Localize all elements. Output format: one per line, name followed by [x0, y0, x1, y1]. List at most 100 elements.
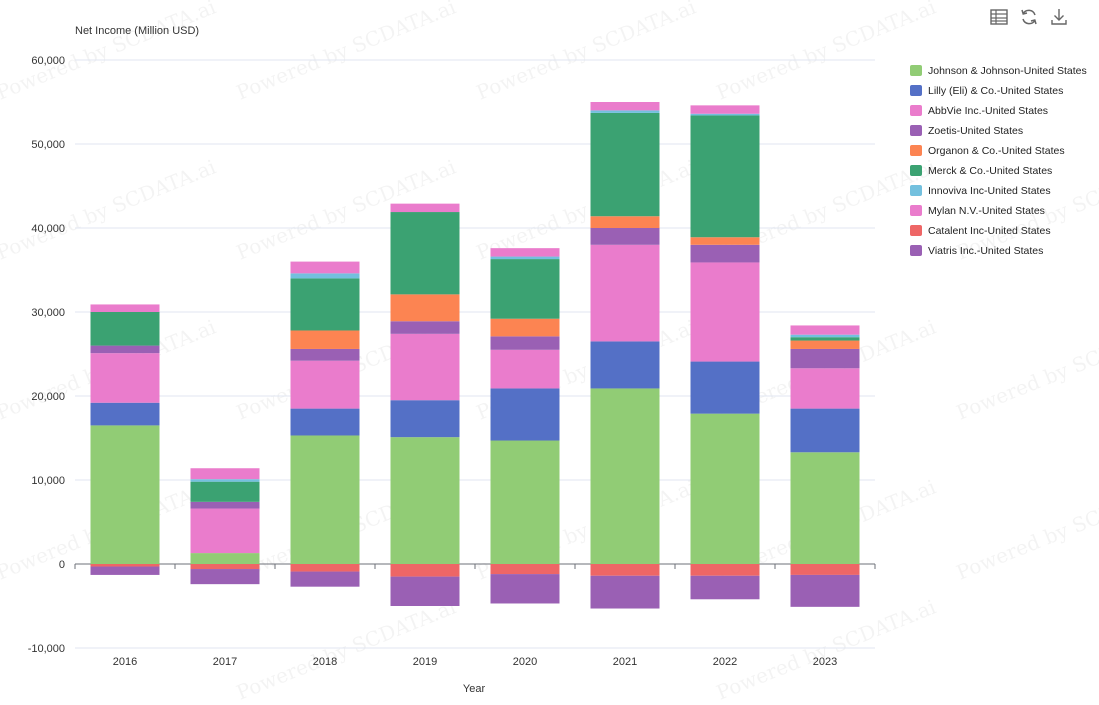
bar-segment[interactable] [590, 228, 660, 245]
bar-segment[interactable] [590, 341, 660, 389]
bar-segment[interactable] [390, 203, 460, 213]
bar-segment[interactable] [690, 361, 760, 414]
bar-segment[interactable] [290, 330, 360, 349]
bar-segment[interactable] [190, 481, 260, 502]
bar-segment[interactable] [590, 110, 660, 113]
x-tick-label: 2023 [813, 656, 837, 668]
bar-segment[interactable] [390, 321, 460, 334]
bar-segment[interactable] [590, 564, 660, 576]
legend-item[interactable]: Merck & Co.-United States [910, 165, 1052, 177]
bar-segment[interactable] [490, 259, 560, 319]
legend-item[interactable]: Zoetis-United States [910, 125, 1023, 137]
bar-segment[interactable] [190, 553, 260, 564]
bar-segment[interactable] [290, 408, 360, 436]
bar-segment[interactable] [590, 575, 660, 609]
bar-segment[interactable] [90, 402, 160, 426]
x-tick-label: 2021 [613, 656, 637, 668]
bar-segment[interactable] [490, 248, 560, 257]
bar-segment[interactable] [590, 112, 660, 217]
download-icon [1051, 9, 1067, 25]
bar-segment[interactable] [690, 244, 760, 263]
bar-segment[interactable] [490, 318, 560, 337]
bar-segment[interactable] [190, 569, 260, 585]
bar-segment[interactable] [490, 256, 560, 260]
bar-segment[interactable] [690, 115, 760, 238]
bar-segment[interactable] [190, 508, 260, 554]
bar-segment[interactable] [290, 261, 360, 274]
bar-segment[interactable] [290, 564, 360, 572]
table-icon [990, 9, 1008, 25]
bar-segment[interactable] [390, 212, 460, 295]
bar-segment[interactable] [790, 368, 860, 409]
bar-segment[interactable] [790, 452, 860, 564]
bar-segment[interactable] [690, 413, 760, 564]
bar-segment[interactable] [590, 216, 660, 228]
bar-segment[interactable] [790, 408, 860, 453]
bar-segment[interactable] [90, 345, 160, 354]
y-tick-label: 10,000 [31, 475, 65, 487]
bar-segment[interactable] [790, 325, 860, 335]
legend-item[interactable]: Mylan N.V.-United States [910, 205, 1045, 217]
refresh-icon [1021, 9, 1037, 25]
bar-segment[interactable] [90, 566, 160, 575]
bar-segment[interactable] [390, 333, 460, 401]
bar-segment[interactable] [190, 501, 260, 509]
legend-item[interactable]: Innoviva Inc-United States [910, 185, 1051, 197]
bar-segment[interactable] [490, 349, 560, 389]
bar-segment[interactable] [290, 435, 360, 564]
legend-item[interactable]: Johnson & Johnson-United States [910, 65, 1087, 77]
y-tick-label: 0 [59, 559, 65, 571]
bar-segment[interactable] [790, 574, 860, 607]
watermark-text: Powered by SCDATA.ai [713, 595, 939, 705]
x-axis: 2016 2017 2018 2019 2020 2021 2022 2023 [74, 564, 876, 668]
bar-segment[interactable] [290, 348, 360, 361]
bar-segment[interactable] [290, 273, 360, 279]
bar-segment[interactable] [690, 113, 760, 116]
bar-segment[interactable] [90, 564, 160, 567]
y-tick-label: 30,000 [31, 307, 65, 319]
bar-segment[interactable] [490, 564, 560, 575]
bar-segment[interactable] [390, 437, 460, 564]
bar-segment[interactable] [90, 312, 160, 346]
bar-segment[interactable] [590, 244, 660, 342]
bar-segment[interactable] [490, 574, 560, 604]
bar-segment[interactable] [690, 237, 760, 245]
legend-item[interactable]: Viatris Inc.-United States [910, 245, 1043, 257]
bar-segment[interactable] [290, 571, 360, 587]
bar-segment[interactable] [390, 576, 460, 606]
bar-segment[interactable] [490, 440, 560, 564]
bar-segment[interactable] [690, 105, 760, 114]
bar-segment[interactable] [290, 278, 360, 331]
bar-segment[interactable] [790, 348, 860, 369]
data-view-button[interactable] [988, 6, 1010, 28]
bar-segment[interactable] [190, 479, 260, 482]
legend-item[interactable]: Organon & Co.-United States [910, 145, 1065, 157]
restore-button[interactable] [1018, 6, 1040, 28]
bar-segment[interactable] [490, 336, 560, 350]
bar-segment[interactable] [590, 388, 660, 564]
bar-segment[interactable] [90, 304, 160, 312]
legend-item[interactable]: AbbVie Inc.-United States [910, 105, 1048, 117]
bar-segment[interactable] [290, 360, 360, 409]
bar-segment[interactable] [390, 294, 460, 322]
bar-segment[interactable] [690, 575, 760, 600]
bar-segment[interactable] [190, 564, 260, 570]
bar-segment[interactable] [90, 425, 160, 564]
save-image-button[interactable] [1048, 6, 1070, 28]
bar-segment[interactable] [90, 353, 160, 403]
bar-segment[interactable] [390, 400, 460, 438]
bar-segment[interactable] [590, 102, 660, 111]
bar-segment[interactable] [790, 334, 860, 338]
bar-segment[interactable] [790, 340, 860, 349]
legend-item[interactable]: Lilly (Eli) & Co.-United States [910, 85, 1063, 97]
bar-segment[interactable] [690, 564, 760, 576]
bar-segment[interactable] [490, 388, 560, 441]
legend-item[interactable]: Catalent Inc-United States [910, 225, 1051, 237]
bar-segment[interactable] [390, 564, 460, 577]
bar-segment[interactable] [790, 564, 860, 575]
y-axis-ticks: -10,000 0 10,000 20,000 30,000 40,000 50,000 60… [28, 55, 65, 655]
bar-segment[interactable] [190, 468, 260, 480]
bar-segment[interactable] [790, 337, 860, 341]
bar-segment[interactable] [690, 262, 760, 362]
